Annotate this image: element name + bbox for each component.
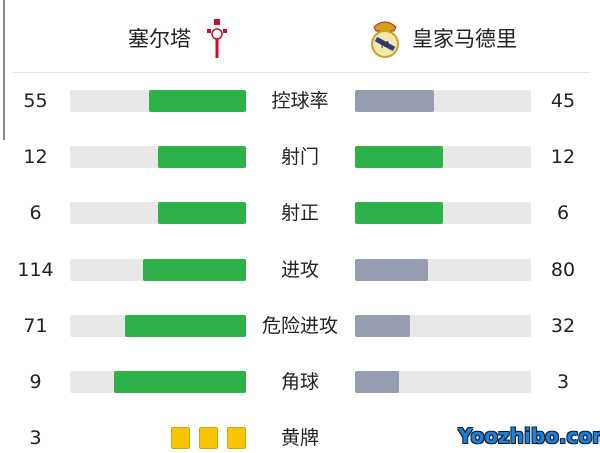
home-team[interactable]: 塞尔塔 <box>128 18 229 58</box>
stat-label: 射门 <box>280 146 319 169</box>
away-bar-track <box>355 146 531 169</box>
home-value: 6 <box>29 202 42 225</box>
home-bar-fill <box>149 90 246 112</box>
away-value: 80 <box>550 258 576 281</box>
yellow-card-icon <box>199 427 218 449</box>
home-bar-fill <box>124 314 246 337</box>
header-divider <box>12 72 590 73</box>
stat-label: 射正 <box>280 202 319 225</box>
away-bar-track <box>355 314 531 337</box>
home-bar-track <box>70 202 246 225</box>
away-bar-fill <box>355 314 410 337</box>
away-team[interactable]: M 皇家马德里 <box>368 18 517 58</box>
away-bar-track <box>355 202 531 225</box>
real-madrid-crest-icon: M <box>371 21 399 58</box>
away-value: 12 <box>550 146 576 169</box>
watermark: Yoozhibo.com <box>458 424 600 448</box>
away-value: 45 <box>550 90 576 112</box>
home-team-name: 塞尔塔 <box>128 27 191 51</box>
home-value: 12 <box>23 146 48 169</box>
home-bar-fill <box>158 202 246 225</box>
home-value: 71 <box>23 314 48 337</box>
stat-row: 55 控球率 45 <box>0 89 600 113</box>
home-bar-track <box>70 146 246 169</box>
home-value: 114 <box>17 258 54 281</box>
away-bar-track <box>355 90 531 112</box>
home-bar-track <box>70 314 246 337</box>
stat-label: 黄牌 <box>280 427 319 449</box>
stat-label: 危险进攻 <box>261 314 338 337</box>
away-bar-fill <box>355 202 443 225</box>
away-team-name: 皇家马德里 <box>412 27 517 51</box>
away-bar-track <box>355 258 531 281</box>
home-bar-fill <box>158 146 246 169</box>
away-value: 6 <box>556 202 570 225</box>
home-bar-fill <box>142 258 246 281</box>
stat-row: 71 危险进攻 32 <box>0 314 600 338</box>
away-value: 3 <box>556 371 570 393</box>
home-value: 3 <box>29 427 42 449</box>
away-bar-fill <box>355 371 399 393</box>
stat-row: 9 角球 3 <box>0 370 600 394</box>
away-bar-fill <box>355 146 443 169</box>
svg-text:M: M <box>381 40 390 51</box>
stat-row-yellow-cards: 3 黄牌 <box>0 426 600 450</box>
home-value: 9 <box>29 371 42 393</box>
yellow-card-icon <box>227 427 246 449</box>
celta-crest-icon <box>207 19 227 58</box>
home-bar-fill <box>114 371 246 393</box>
yellow-card-icon <box>171 427 190 449</box>
stat-label: 进攻 <box>280 258 319 281</box>
away-bar-fill <box>355 90 435 112</box>
home-bar-track <box>70 258 246 281</box>
away-bar-track <box>355 371 531 393</box>
stat-label: 角球 <box>280 371 319 393</box>
home-bar-track <box>70 371 246 393</box>
away-value: 32 <box>550 314 576 337</box>
home-bar-track <box>70 90 246 112</box>
stat-row: 12 射门 12 <box>0 145 600 169</box>
stat-row: 6 射正 6 <box>0 201 600 225</box>
away-bar-fill <box>355 258 428 281</box>
home-value: 55 <box>23 90 48 112</box>
stat-label: 控球率 <box>271 90 329 112</box>
left-edge-line <box>3 0 5 140</box>
stat-row: 114 进攻 80 <box>0 258 600 282</box>
